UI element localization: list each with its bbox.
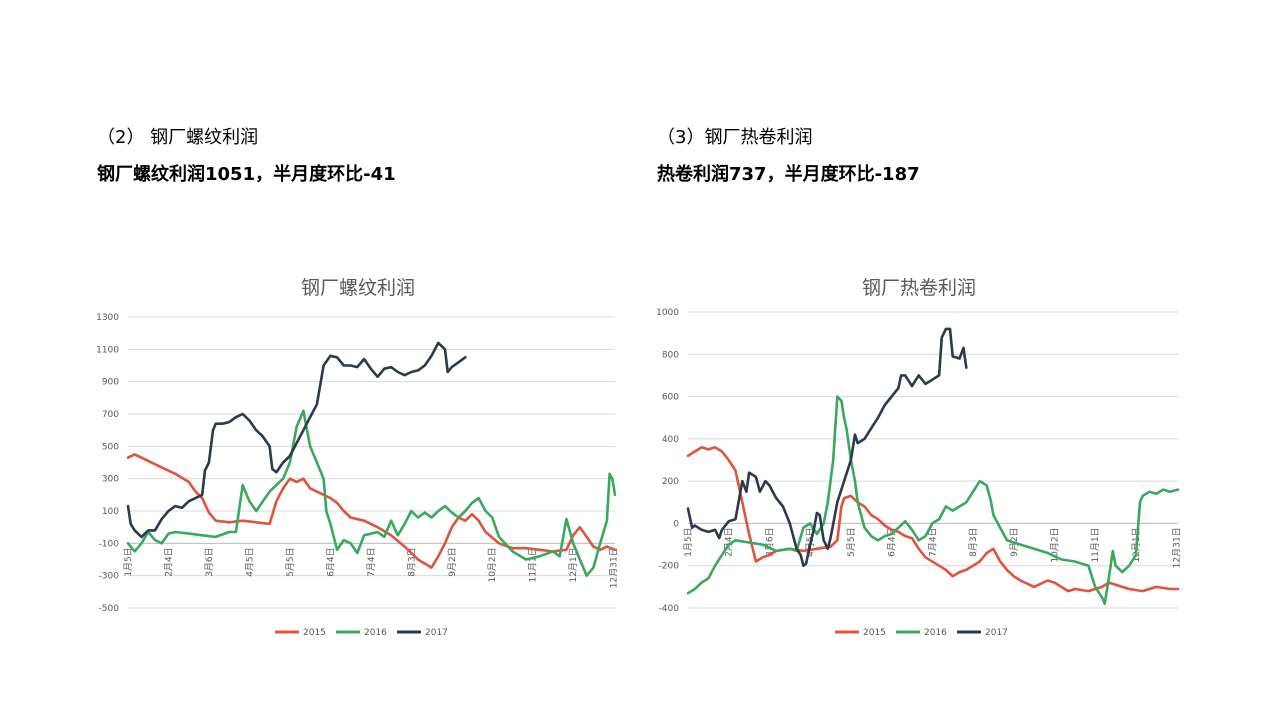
series-line-2015: [686, 446, 1180, 593]
x-tick-label: 8月3日: [406, 547, 417, 576]
y-tick-label: -500: [99, 604, 120, 614]
x-tick-label: 11月1日: [1090, 527, 1101, 562]
chart-title: 钢厂热卷利润: [862, 277, 976, 299]
x-tick-label: 10月2日: [487, 547, 498, 582]
x-tick-label: 6月4日: [325, 547, 336, 576]
y-tick-label: 900: [102, 378, 119, 388]
legend-label: 2015: [303, 628, 326, 638]
y-tick-label: -200: [659, 562, 680, 572]
series-line-2015: [126, 453, 617, 569]
x-tick-label: 1月5日: [123, 547, 134, 576]
y-tick-label: -300: [99, 572, 120, 582]
left-subheading: 钢厂螺纹利润1051，半月度环比-41: [97, 164, 396, 185]
x-tick-label: 7月4日: [366, 547, 377, 576]
y-tick-label: 600: [662, 393, 679, 403]
series-line-2017: [686, 327, 968, 567]
legend-label: 2015: [863, 628, 886, 638]
x-tick-label: 7月4日: [927, 527, 938, 556]
legend-label: 2016: [364, 628, 387, 638]
y-tick-label: 800: [662, 350, 679, 360]
y-tick-label: 1000: [656, 308, 679, 318]
x-tick-label: 3月6日: [764, 527, 775, 556]
legend-label: 2016: [924, 628, 947, 638]
x-tick-label: 12月31日: [1172, 527, 1183, 568]
chart-title: 钢厂螺纹利润: [301, 277, 415, 299]
series-line-2016: [126, 409, 617, 577]
x-tick-label: 5月5日: [846, 527, 857, 556]
x-tick-label: 6月4日: [887, 527, 898, 556]
y-tick-label: 1100: [96, 345, 119, 355]
y-tick-label: 1300: [96, 313, 119, 323]
x-tick-label: 2月4日: [724, 527, 735, 556]
x-tick-label: 9月2日: [447, 547, 458, 576]
series-line-2017: [126, 341, 467, 539]
legend-label: 2017: [985, 628, 1008, 638]
legend-label: 2017: [425, 628, 448, 638]
x-tick-label: 12月1日: [568, 547, 579, 582]
series-line-2016: [686, 395, 1180, 606]
x-tick-label: 10月2日: [1049, 527, 1060, 562]
right-heading: （3）钢厂热卷利润: [657, 127, 813, 148]
y-tick-label: 400: [662, 435, 679, 445]
y-tick-label: 200: [662, 477, 679, 487]
x-tick-label: 1月5日: [683, 527, 694, 556]
right-subheading: 热卷利润737，半月度环比-187: [657, 164, 920, 185]
y-tick-label: 300: [102, 475, 119, 485]
y-tick-label: 0: [673, 519, 679, 529]
x-tick-label: 11月1日: [528, 547, 539, 582]
y-tick-label: 500: [102, 442, 119, 452]
y-tick-label: 700: [102, 410, 119, 420]
y-tick-label: -400: [659, 604, 680, 614]
x-tick-label: 12月31日: [609, 547, 620, 588]
rebar-profit-chart: 钢厂螺纹利润 1300 1100 900 700 500 300 100 -100 -300 -50…: [96, 277, 620, 638]
x-tick-label: 5月5日: [285, 547, 296, 576]
x-tick-label: 3月6日: [204, 547, 215, 576]
y-tick-label: 100: [102, 507, 119, 517]
y-tick-label: -100: [99, 539, 120, 549]
hot-coil-profit-chart: 钢厂热卷利润 1000 800 600 400 200 0 -200 -400 1月5日 2月4日 3…: [656, 277, 1183, 638]
x-tick-label: 2月4日: [163, 547, 174, 576]
left-heading: （2） 钢厂螺纹利润: [97, 127, 259, 148]
x-tick-label: 8月3日: [968, 527, 979, 556]
x-tick-label: 4月5日: [244, 547, 255, 576]
